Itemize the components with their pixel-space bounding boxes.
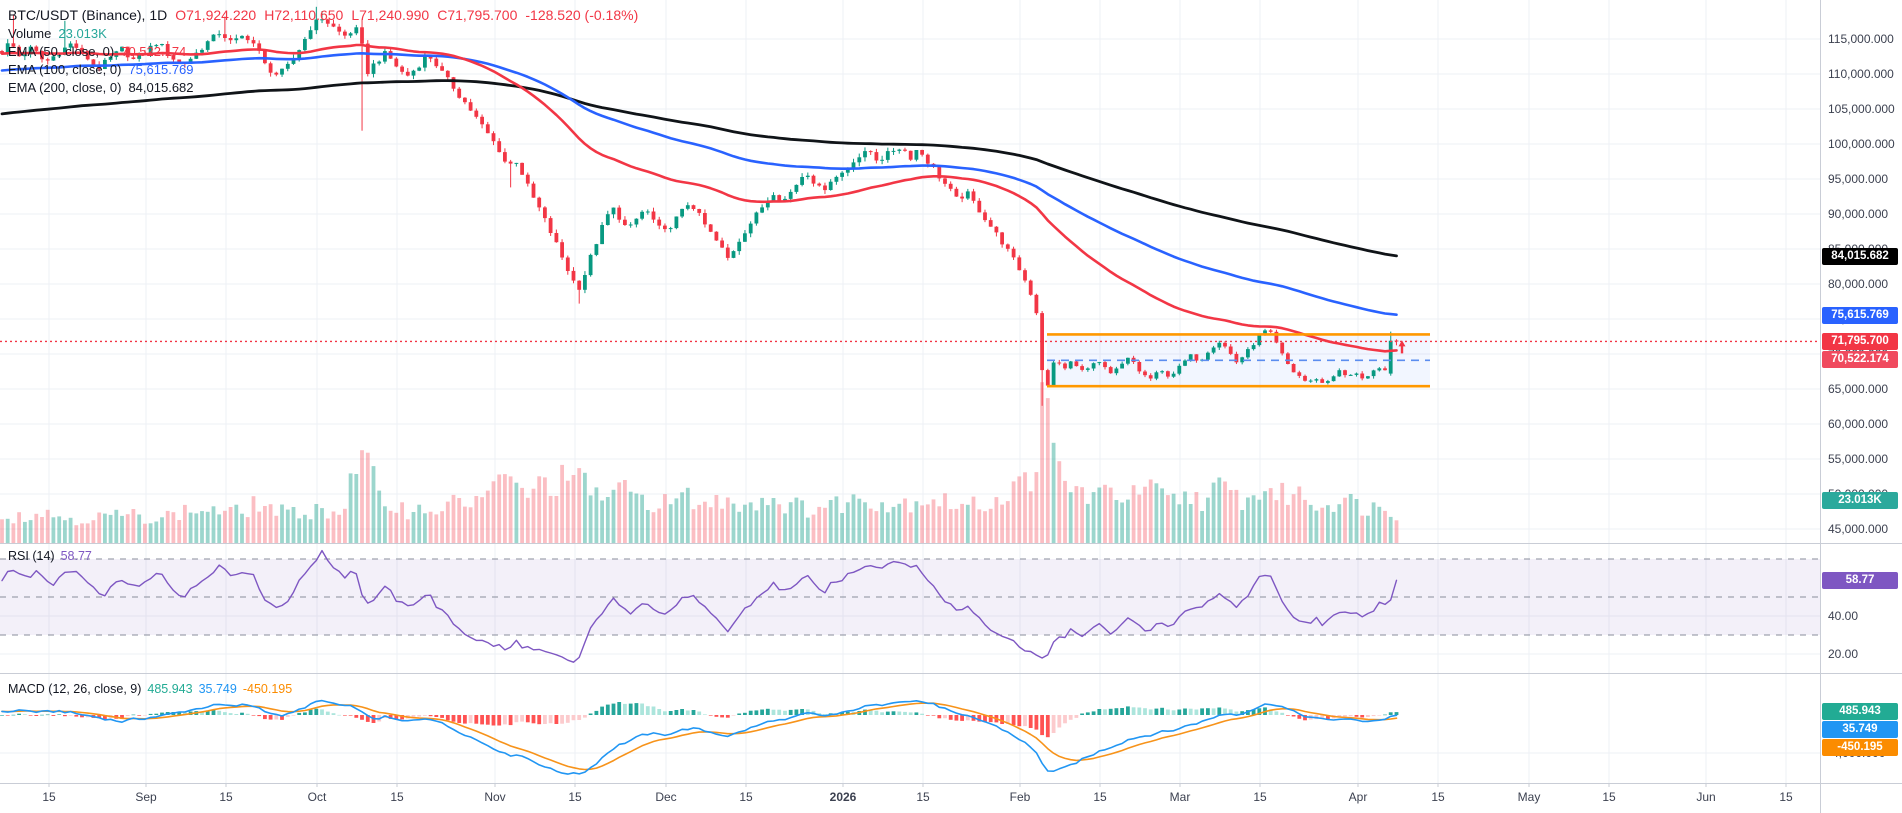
price-axis-tick: 45,000.000 — [1828, 522, 1889, 536]
ohlc-values: O71,924.220 H72,110.650 L71,240.990 C71,795… — [167, 7, 638, 23]
time-axis-label: Oct — [307, 790, 327, 804]
price-axis-tick: 110,000.000 — [1828, 67, 1894, 81]
time-axis-label: Feb — [1009, 790, 1031, 804]
rsi-value-badge: 58.77 — [1822, 571, 1898, 589]
range-box-borders[interactable] — [1047, 333, 1430, 388]
rsi-pane-legend: RSI (14) 58.77 — [8, 547, 92, 565]
time-axis-label: May — [1517, 790, 1541, 804]
time-axis-label: 15 — [42, 790, 56, 804]
volume-badge: 23.013K — [1822, 491, 1898, 509]
macd-line-value: 35.749 — [198, 682, 237, 696]
symbol-title[interactable]: BTC/USDT (Binance), 1D — [8, 7, 168, 23]
time-axis-label: 15 — [739, 790, 753, 804]
time-axis-label: 15 — [1602, 790, 1616, 804]
macd-line-badge: 35.749 — [1822, 720, 1898, 738]
time-axis-label: 15 — [219, 790, 233, 804]
price-axis-tick: 95,000.000 — [1828, 172, 1889, 186]
macd-indicator-label[interactable]: MACD (12, 26, close, 9) — [8, 682, 142, 696]
time-axis-label: 15 — [390, 790, 404, 804]
macd-pane-legend: MACD (12, 26, close, 9) 485.943 35.749 -450… — [8, 680, 292, 698]
volume-indicator-label[interactable]: Volume — [8, 26, 52, 41]
time-axis-label: 15 — [568, 790, 582, 804]
macd-histogram-badge: 485.943 — [1822, 702, 1898, 720]
ema-200-line[interactable] — [0, 79, 1398, 258]
macd-histogram — [0, 702, 1399, 738]
volume-value: 23.013K — [58, 26, 107, 41]
ema100-value: 75,615.769 — [128, 62, 194, 77]
price-axis[interactable]: 115,000.000 110,000.000 105,000.000 100,000… — [1820, 0, 1902, 783]
price-axis-tick: 80,000.000 — [1828, 277, 1889, 291]
time-axis-label: Jun — [1696, 790, 1716, 804]
ema200-indicator-label[interactable]: EMA (200, close, 0) — [8, 80, 122, 95]
rsi-indicator-label[interactable]: RSI (14) — [8, 549, 55, 563]
price-axis-tick: 60,000.000 — [1828, 417, 1889, 431]
macd-signal-line[interactable] — [1, 702, 1398, 771]
change-value: -128.520 (-0.18%) — [525, 7, 639, 23]
price-axis-tick: 105,000.000 — [1828, 102, 1895, 116]
time-axis-label: 15 — [1431, 790, 1445, 804]
volume-bars — [0, 382, 1399, 543]
low-value: L71,240.990 — [351, 7, 430, 23]
time-axis-label: 15 — [1253, 790, 1267, 804]
ema50-value: 70,522.174 — [121, 44, 187, 59]
rsi-axis-tick: 40.00 — [1828, 609, 1859, 623]
time-axis[interactable]: 15 Sep 15 Oct 15 Nov 15 Dec 15 2026 15 Feb 15 Mar 15 Ap… — [0, 784, 1902, 813]
time-axis-label: Apr — [1348, 790, 1368, 804]
pane-separator-rsi-macd[interactable] — [0, 671, 1902, 676]
time-axis-label: 2026 — [829, 790, 857, 804]
macd-line[interactable] — [1, 699, 1398, 775]
rsi-line[interactable] — [1, 549, 1398, 663]
ema-50-line[interactable] — [0, 43, 1398, 353]
rsi-axis-tick: 20.00 — [1828, 647, 1859, 661]
macd-signal-badge: -450.195 — [1822, 738, 1898, 756]
ema100-indicator-label[interactable]: EMA (100, close, 0) — [8, 62, 122, 77]
ema50-price-badge: 70,522.174 — [1822, 350, 1898, 368]
grid-lines — [0, 0, 1820, 783]
ema200-value: 84,015.682 — [128, 80, 194, 95]
macd-histogram-value: 485.943 — [147, 682, 193, 696]
last-price-badge: 71,795.700 — [1822, 332, 1898, 350]
high-value: H72,110.650 — [264, 7, 344, 23]
time-axis-label: Mar — [1169, 790, 1191, 804]
ema50-indicator-label[interactable]: EMA (50, close, 0) — [8, 44, 115, 59]
ema100-price-badge: 75,615.769 — [1822, 306, 1898, 324]
close-value: C71,795.700 — [437, 7, 518, 23]
price-axis-tick: 115,000.000 — [1828, 32, 1894, 46]
price-axis-tick: 55,000.000 — [1828, 452, 1889, 466]
macd-signal-value: -450.195 — [242, 682, 293, 696]
time-axis-label: 15 — [1093, 790, 1107, 804]
time-axis-label: Sep — [135, 790, 157, 804]
main-chart-legend: BTC/USDT (Binance), 1D O71,924.220 H72,110… — [8, 5, 638, 97]
time-axis-label: Dec — [655, 790, 677, 804]
price-axis-tick: 65,000.000 — [1828, 382, 1889, 396]
time-axis-label: Nov — [484, 790, 506, 804]
time-axis-label: 15 — [916, 790, 930, 804]
pane-separator-macd-timeaxis[interactable] — [0, 781, 1902, 786]
pane-separator-main-rsi[interactable] — [0, 541, 1902, 546]
ema-100-line[interactable] — [0, 52, 1398, 316]
rsi-value: 58.77 — [60, 549, 92, 563]
price-axis-tick: 100,000.000 — [1828, 137, 1895, 151]
open-value: O71,924.220 — [175, 7, 257, 23]
price-up-arrow-marker[interactable] — [1398, 340, 1406, 354]
ema200-price-badge: 84,015.682 — [1822, 247, 1898, 265]
rsi-band — [0, 558, 1820, 636]
price-axis-tick: 90,000.000 — [1828, 207, 1889, 221]
time-axis-label: 15 — [1779, 790, 1793, 804]
